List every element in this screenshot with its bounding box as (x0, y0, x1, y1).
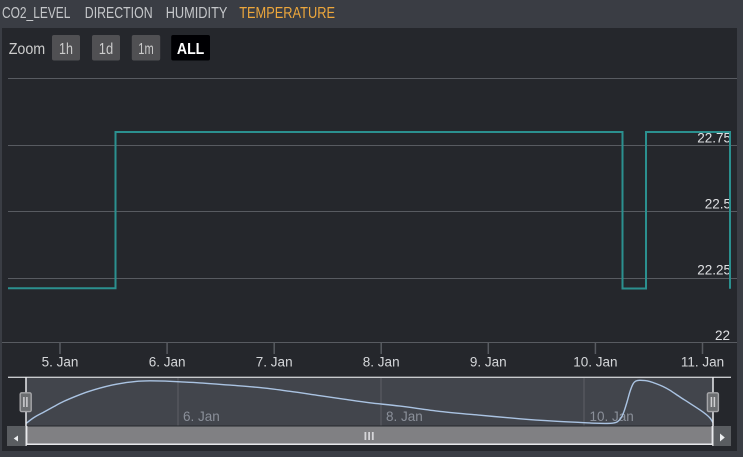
svg-text:HUMIDITY: HUMIDITY (166, 5, 228, 22)
svg-text:22.75: 22.75 (697, 131, 731, 146)
svg-text:1d: 1d (99, 41, 113, 58)
svg-text:8. Jan: 8. Jan (386, 409, 423, 424)
svg-text:22.5: 22.5 (705, 197, 731, 212)
svg-text:6. Jan: 6. Jan (149, 354, 186, 369)
svg-text:CO2_LEVEL: CO2_LEVEL (2, 5, 71, 22)
svg-text:TEMPERATURE: TEMPERATURE (239, 5, 335, 22)
svg-text:ALL: ALL (177, 41, 204, 58)
svg-text:DIRECTION: DIRECTION (85, 5, 153, 22)
svg-text:22.25: 22.25 (697, 263, 731, 278)
svg-text:1m: 1m (138, 41, 153, 58)
svg-text:8. Jan: 8. Jan (363, 354, 400, 369)
svg-text:11. Jan: 11. Jan (681, 354, 724, 369)
svg-text:9. Jan: 9. Jan (470, 354, 507, 369)
svg-text:10. Jan: 10. Jan (590, 409, 634, 424)
svg-text:7. Jan: 7. Jan (256, 354, 293, 369)
svg-text:Zoom: Zoom (9, 41, 46, 58)
svg-text:10. Jan: 10. Jan (573, 354, 617, 369)
svg-text:1h: 1h (59, 41, 73, 58)
svg-text:5. Jan: 5. Jan (42, 354, 79, 369)
svg-text:22: 22 (715, 328, 730, 343)
svg-text:6. Jan: 6. Jan (183, 409, 220, 424)
